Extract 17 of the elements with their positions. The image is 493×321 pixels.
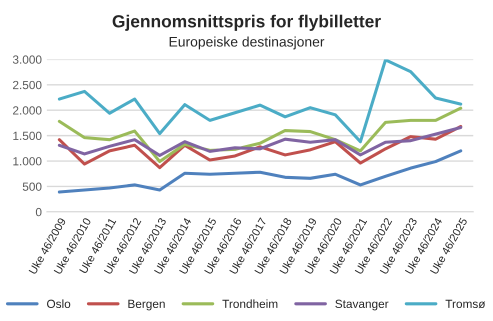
legend-label: Oslo bbox=[47, 299, 70, 308]
y-tick-label: 2.500 bbox=[13, 80, 42, 90]
legend-label: Trondheim bbox=[222, 299, 278, 308]
line-series bbox=[58, 126, 462, 157]
y-tick-label: 0 bbox=[36, 208, 42, 216]
y-tick-label: 1.000 bbox=[13, 157, 42, 166]
chart-subtitle: Europeiske destinasjoner bbox=[170, 36, 324, 50]
y-tick-label: 2.000 bbox=[13, 106, 42, 115]
y-tick-label: 500 bbox=[22, 182, 42, 191]
y-tick-label: 1.500 bbox=[13, 132, 42, 140]
legend-label: Bergen bbox=[128, 300, 165, 310]
legend-label: Stavanger bbox=[335, 300, 388, 310]
chart-title: Gjennomsnittspris for flybilletter bbox=[112, 14, 381, 31]
legend-label: Tromsø bbox=[446, 300, 486, 308]
line-series bbox=[58, 59, 462, 144]
line-series bbox=[58, 149, 462, 194]
y-tick-label: 3.000 bbox=[12, 55, 42, 64]
